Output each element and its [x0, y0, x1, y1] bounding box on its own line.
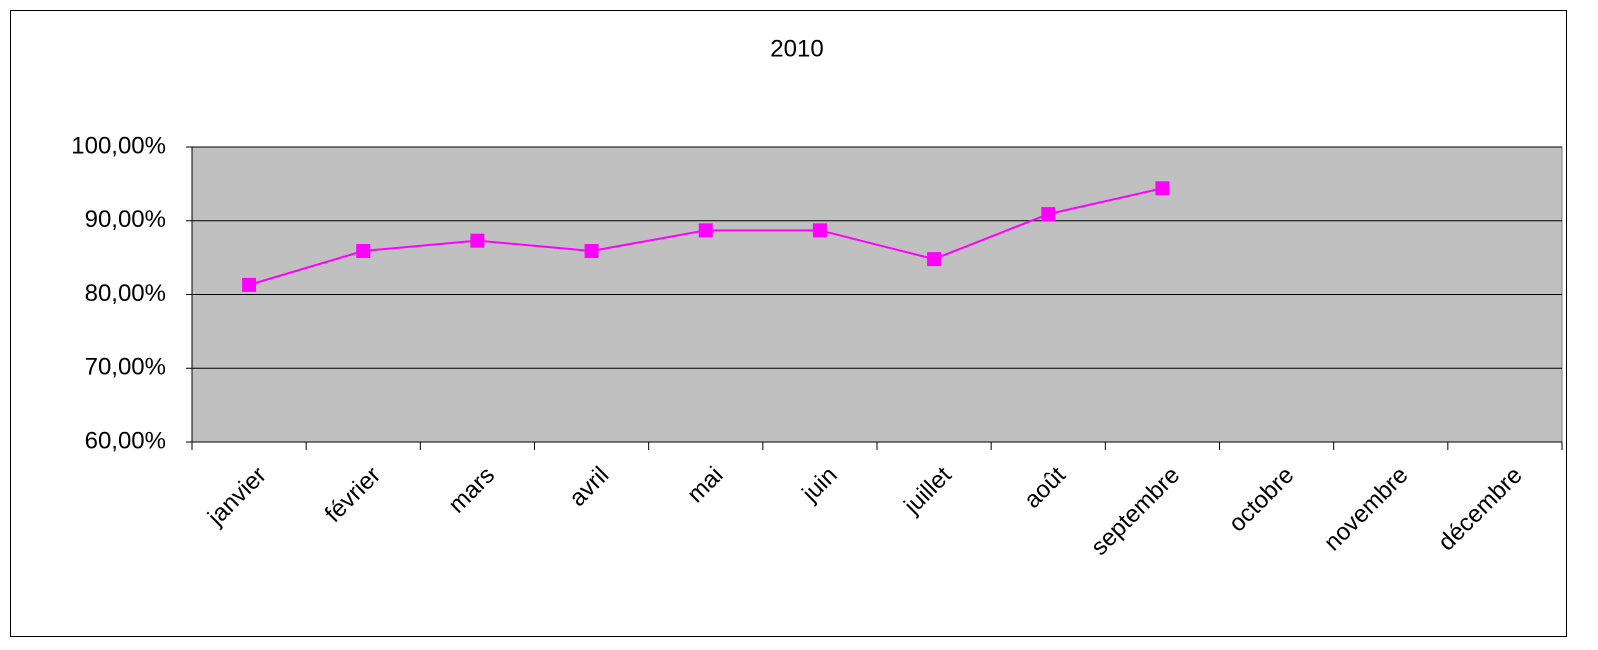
data-point: [470, 233, 485, 248]
chart-title: 2010: [770, 35, 823, 62]
data-point: [356, 243, 371, 258]
data-point: [927, 252, 942, 267]
y-tick-label: 100,00%: [71, 132, 166, 159]
data-point: [242, 277, 257, 292]
y-tick-label: 90,00%: [85, 206, 166, 233]
y-tick-label: 80,00%: [85, 280, 166, 307]
data-point: [584, 243, 599, 258]
data-point: [1041, 207, 1056, 222]
data-point: [698, 223, 713, 238]
y-tick-label: 70,00%: [85, 354, 166, 381]
data-point: [1155, 181, 1170, 196]
data-point: [812, 223, 827, 238]
y-tick-label: 60,00%: [85, 427, 166, 454]
